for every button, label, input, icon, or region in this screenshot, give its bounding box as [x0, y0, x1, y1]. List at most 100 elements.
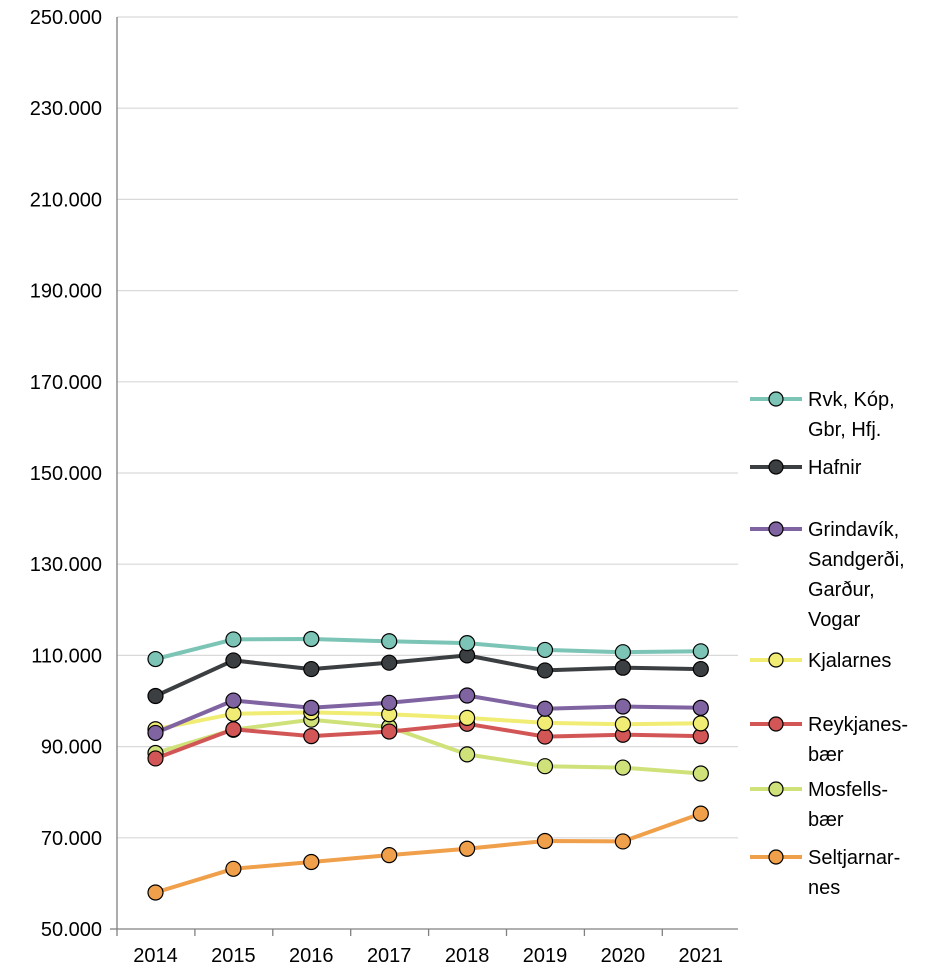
legend-item: Hafnir — [750, 457, 862, 479]
x-tick-label: 2014 — [133, 945, 178, 967]
series-line — [154, 811, 702, 895]
data-point — [459, 840, 476, 857]
x-tick-label: 2021 — [679, 945, 724, 967]
y-tick-label: 90.000 — [41, 737, 102, 759]
legend-item: Mosfells-bær — [750, 779, 888, 831]
data-point — [303, 853, 320, 871]
legend-label: Mosfells- — [808, 779, 888, 801]
y-tick-label: 150.000 — [30, 463, 102, 485]
y-axis-tick-labels: 50.000 70.000 90.000 110.000 130.000 150.000 1… — [30, 7, 102, 941]
data-point — [303, 660, 320, 678]
series-line — [154, 693, 701, 735]
x-tick-label: 2016 — [289, 945, 334, 967]
legend-item: Grindavík, Sandgerði, Garður, Vogar — [750, 519, 905, 631]
legend-label: Vogar — [808, 609, 861, 631]
data-point — [381, 723, 398, 740]
data-point — [225, 631, 242, 648]
data-point — [692, 699, 709, 716]
data-point — [692, 805, 709, 822]
data-point — [225, 860, 242, 877]
legend-label: Kjalarnes — [808, 650, 891, 672]
legend-label: nes — [808, 877, 840, 899]
x-tick-label: 2018 — [445, 945, 490, 967]
y-tick-label: 130.000 — [30, 554, 102, 576]
legend-marker — [768, 716, 784, 732]
series-line — [154, 653, 701, 698]
legend-marker — [768, 391, 784, 407]
y-tick-label: 170.000 — [30, 372, 102, 394]
data-point — [692, 715, 709, 732]
series-lines — [147, 630, 709, 901]
legend-marker — [768, 652, 784, 668]
data-point — [225, 721, 242, 738]
y-tick-label: 230.000 — [30, 98, 102, 120]
legend-item: Reykjanes-bær — [750, 714, 908, 766]
data-point — [303, 728, 320, 745]
data-point — [147, 724, 164, 742]
data-point — [692, 660, 709, 678]
data-point — [147, 650, 164, 668]
gridlines — [117, 16, 738, 839]
x-tick-label: 2019 — [523, 945, 568, 967]
x-axis-tick-labels: 2014 2015 2016 2017 2018 2019 2020 2021 — [133, 945, 723, 967]
legend-label: Sandgerði, — [808, 549, 905, 571]
legend-label: Grindavík, — [808, 519, 899, 541]
y-tick-label: 210.000 — [30, 189, 102, 211]
data-point — [225, 692, 242, 709]
legend-marker — [768, 781, 784, 797]
data-point — [459, 746, 476, 763]
x-tick-label: 2020 — [601, 945, 646, 967]
data-point — [536, 832, 554, 850]
legend-marker — [768, 521, 784, 537]
data-point — [692, 765, 709, 782]
series-line — [155, 637, 701, 661]
data-point — [536, 662, 554, 679]
x-tick-label: 2015 — [211, 945, 256, 967]
legend-item: Kjalarnes — [750, 650, 891, 672]
legend-item: Seltjarnar-nes — [750, 847, 900, 899]
data-point — [303, 699, 320, 716]
data-point — [536, 758, 554, 775]
data-point — [303, 630, 320, 648]
data-point — [147, 687, 164, 705]
data-point — [536, 641, 554, 659]
data-point — [614, 833, 632, 850]
data-point — [381, 654, 398, 671]
data-point — [614, 759, 632, 776]
data-point — [614, 698, 632, 715]
y-tick-label: 110.000 — [31, 645, 102, 667]
data-point — [614, 716, 632, 733]
data-point — [381, 633, 398, 650]
legend-label: Garður, — [808, 579, 875, 601]
legend-label: Hafnir — [808, 457, 862, 479]
legend-marker — [768, 459, 784, 475]
legend-label: Seltjarnar- — [808, 847, 900, 869]
data-point — [459, 709, 476, 726]
legend: Rvk, Kóp, Gbr, Hfj. Hafnir Grindavík, Sandge… — [750, 389, 908, 899]
legend-marker — [768, 849, 784, 865]
data-point — [614, 659, 632, 676]
series-line — [155, 710, 701, 732]
legend-label: bær — [808, 809, 844, 831]
y-tick-label: 190.000 — [30, 281, 102, 303]
y-tick-label: 70.000 — [41, 828, 102, 850]
data-point — [147, 884, 164, 901]
data-point — [225, 652, 242, 669]
legend-label: bær — [808, 744, 844, 766]
series-line — [154, 717, 701, 776]
legend-label: Gbr, Hfj. — [808, 419, 881, 441]
data-point — [459, 687, 476, 704]
axes — [110, 17, 738, 936]
data-point — [536, 714, 554, 731]
data-point — [147, 750, 164, 767]
data-point — [614, 644, 632, 661]
legend-label: Reykjanes- — [808, 714, 908, 736]
data-point — [381, 694, 398, 711]
data-point — [536, 728, 554, 745]
data-point — [692, 643, 709, 660]
series-line — [154, 721, 701, 761]
legend-label: Rvk, Kóp, — [808, 389, 895, 411]
y-tick-label: 50.000 — [41, 919, 102, 941]
x-tick-label: 2017 — [367, 945, 412, 967]
